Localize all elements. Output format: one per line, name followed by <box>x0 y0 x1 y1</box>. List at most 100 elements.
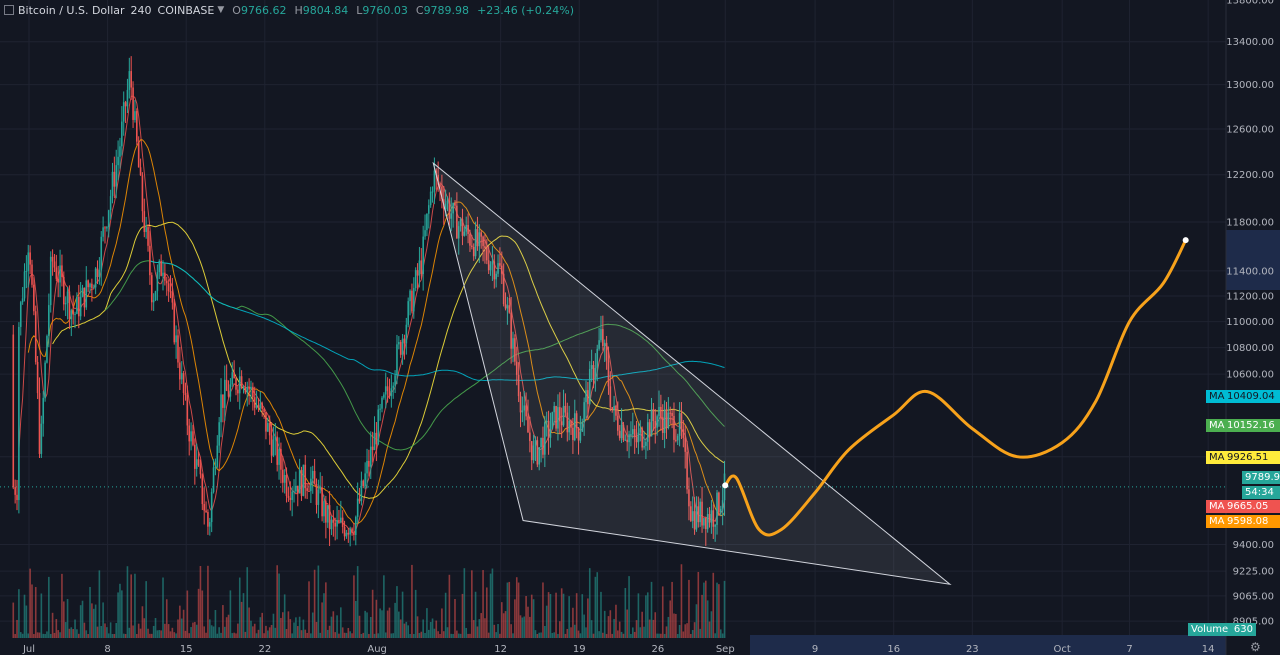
volume-bar <box>225 617 228 638</box>
volume-bar <box>180 618 183 638</box>
candle-body <box>21 298 24 303</box>
candle-body <box>242 387 245 389</box>
candle-body <box>510 312 512 349</box>
candle-body <box>396 344 398 376</box>
candle-body <box>394 375 396 386</box>
candle-body <box>615 405 617 416</box>
candle-body <box>188 425 191 442</box>
candle-body <box>246 387 249 393</box>
volume-bar <box>167 624 170 638</box>
candle-body <box>716 492 718 525</box>
volume-bar <box>267 630 269 638</box>
moving-average-line <box>149 260 725 382</box>
candle-body <box>500 265 503 274</box>
candle-body <box>502 273 505 305</box>
candle-body <box>205 510 207 513</box>
volume-bar <box>190 627 192 638</box>
high-label: H <box>294 3 303 17</box>
volume-bar <box>36 632 39 638</box>
candle-body <box>167 283 170 292</box>
gear-icon[interactable]: ⚙ <box>1250 640 1261 654</box>
symbol-title[interactable]: Bitcoin / U.S. Dollar <box>18 3 125 17</box>
volume-bar <box>79 605 82 638</box>
candle-body <box>207 512 209 527</box>
price-axis-tick: 13400.00 <box>1226 37 1274 48</box>
volume-bar <box>212 626 215 638</box>
volume-bar <box>508 581 511 638</box>
volume-bar <box>300 630 303 638</box>
collapse-icon[interactable] <box>4 5 14 15</box>
candle-body <box>602 329 604 346</box>
volume-bar <box>326 629 329 638</box>
price-axis-bg <box>1226 0 1280 655</box>
exchange-label[interactable]: COINBASE <box>157 3 215 17</box>
volume-bar <box>248 607 250 638</box>
volume-bar <box>648 619 651 638</box>
volume-bar <box>544 625 546 638</box>
volume-bar <box>386 610 389 638</box>
candle-body <box>609 386 612 408</box>
volume-bar <box>427 629 430 638</box>
candle-body <box>624 439 627 441</box>
candle-body <box>661 417 664 433</box>
candle-body <box>252 386 254 398</box>
candle-body <box>549 428 552 438</box>
open-label: O <box>232 3 241 17</box>
volume-bar <box>150 633 153 638</box>
candle-body <box>349 528 351 535</box>
volume-bar <box>426 608 428 638</box>
candle-body <box>64 303 67 305</box>
chevron-down-icon[interactable]: ▼ <box>217 5 225 15</box>
candle-body <box>693 511 696 530</box>
volume-bar <box>611 633 614 638</box>
candle-body <box>478 232 481 247</box>
candle-body <box>190 431 192 442</box>
candle-body <box>306 488 308 491</box>
volume-bar <box>487 632 490 638</box>
candle-body <box>203 504 205 511</box>
chart-drawings[interactable] <box>432 161 1189 585</box>
volume-bar <box>229 590 232 638</box>
volume-bar <box>85 630 88 638</box>
volume-value: 630 <box>1233 624 1253 635</box>
badge-value: 9789.98 <box>1245 472 1280 483</box>
volume-bar <box>384 632 387 638</box>
candle-body <box>646 422 649 442</box>
candle-body <box>326 505 329 523</box>
candle-body <box>463 231 466 236</box>
interval-label[interactable]: 240 <box>130 3 152 17</box>
candle-body <box>81 287 84 297</box>
volume-bar <box>368 633 370 638</box>
volume-bar <box>272 613 275 638</box>
candle-body <box>33 284 35 312</box>
volume-bar <box>675 613 677 638</box>
volume-bar <box>575 593 578 638</box>
volume-bar <box>227 614 230 638</box>
volume-bar <box>139 628 142 638</box>
volume-bar <box>630 633 632 638</box>
volume-bar <box>697 571 700 638</box>
candle-body <box>267 423 269 432</box>
volume-bar <box>18 589 20 638</box>
volume-bar <box>618 621 621 638</box>
volume-bar <box>94 604 97 638</box>
candle-body <box>214 466 217 468</box>
volume-bar <box>46 631 48 638</box>
volume-bar <box>626 609 628 638</box>
volume-bar <box>375 599 378 638</box>
volume-bar <box>587 598 589 638</box>
volume-bar <box>325 582 327 638</box>
candle-body <box>514 338 516 362</box>
candle-body <box>49 256 52 306</box>
candle-body <box>231 372 234 385</box>
candle-body <box>422 236 424 275</box>
candle-body <box>631 429 634 435</box>
volume-bar <box>607 616 610 638</box>
volume-bar <box>645 595 647 638</box>
volume-bar <box>712 572 715 638</box>
volume-bar <box>663 633 666 638</box>
candle-body <box>46 336 48 363</box>
candle-body <box>667 412 670 428</box>
candle-body <box>42 397 45 424</box>
